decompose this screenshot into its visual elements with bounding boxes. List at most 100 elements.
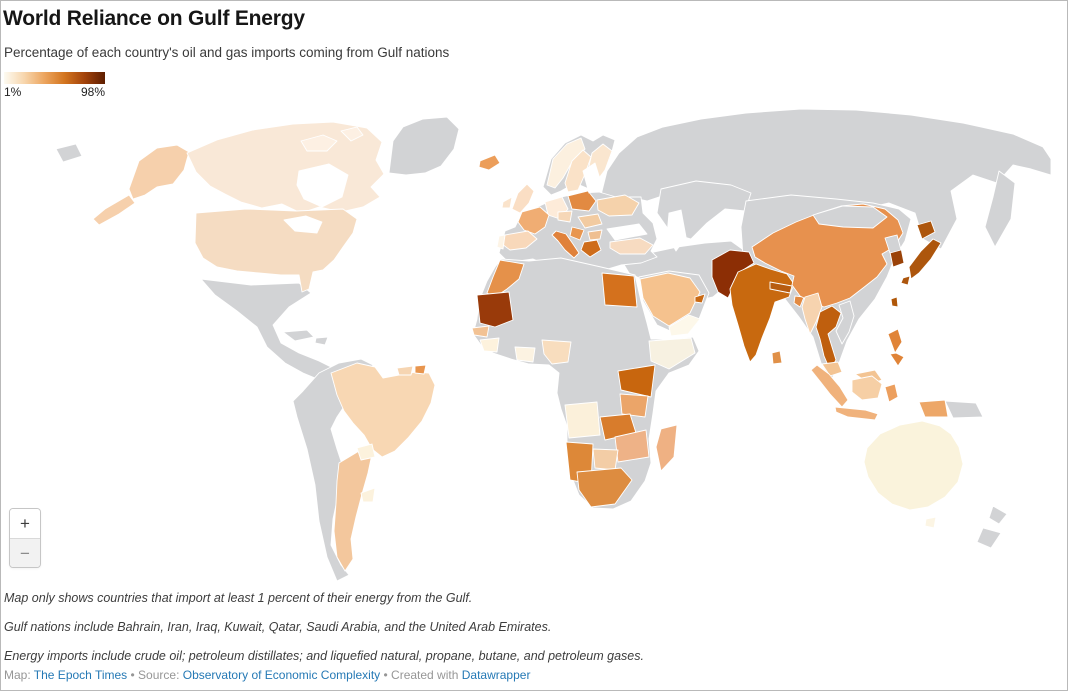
landmass-north-korea <box>884 234 902 254</box>
datawrapper-link[interactable]: Datawrapper <box>461 668 531 682</box>
country-hungary-romania[interactable] <box>577 213 603 229</box>
country-guyana-suriname[interactable] <box>396 365 414 376</box>
attribution: Map: The Epoch Times • Source: Observato… <box>4 668 530 682</box>
landmass-cuba <box>282 329 315 342</box>
country-guinea[interactable] <box>479 337 500 353</box>
zoom-out-button[interactable]: − <box>10 538 40 567</box>
country-japan-hokkaido[interactable] <box>916 220 936 240</box>
country-ukraine[interactable] <box>596 194 640 217</box>
country-paraguay[interactable] <box>356 443 376 461</box>
country-egypt[interactable] <box>601 272 638 308</box>
separator-dot: • <box>127 668 139 682</box>
country-nigeria[interactable] <box>541 339 572 365</box>
country-usa[interactable] <box>194 208 358 293</box>
country-india[interactable] <box>729 263 795 363</box>
country-france[interactable] <box>517 206 550 235</box>
country-indonesia-java[interactable] <box>834 406 879 421</box>
landmass-chukotka <box>55 143 83 163</box>
landmass-mongolia <box>812 205 888 229</box>
zoom-in-button[interactable]: + <box>10 509 40 538</box>
country-indonesia-sumatra[interactable] <box>810 364 849 408</box>
oec-link[interactable]: Observatory of Economic Complexity <box>182 668 381 682</box>
country-alaska-aleutians[interactable] <box>92 194 136 226</box>
created-with-label: Created with <box>391 668 462 682</box>
source-label: Source: <box>138 668 183 682</box>
legend-max-label: 98% <box>80 85 105 99</box>
country-taiwan[interactable] <box>890 296 899 308</box>
chart-subtitle: Percentage of each country's oil and gas… <box>4 45 450 60</box>
country-alaska[interactable] <box>128 144 190 200</box>
country-indonesia-sulawesi[interactable] <box>884 383 899 403</box>
country-yemen-oman[interactable] <box>668 314 701 337</box>
country-indonesia-papua[interactable] <box>918 399 949 418</box>
country-tanzania[interactable] <box>619 393 649 418</box>
color-legend: 1% 98% <box>4 72 105 99</box>
country-madagascar[interactable] <box>655 424 678 472</box>
country-malaysia-peninsula[interactable] <box>821 361 843 377</box>
legend-labels: 1% 98% <box>4 85 105 99</box>
landmass-hispaniola <box>314 336 329 346</box>
country-iceland[interactable] <box>478 154 501 171</box>
country-qatar-uae[interactable] <box>694 293 706 304</box>
country-australia[interactable] <box>863 420 964 511</box>
country-uruguay[interactable] <box>360 487 376 503</box>
country-japan-kyushu[interactable] <box>900 275 911 286</box>
country-portugal[interactable] <box>496 234 506 250</box>
landmass-new-zealand-south <box>976 527 1002 549</box>
landmass-vietnam <box>835 300 855 345</box>
country-philippines-north[interactable] <box>887 328 903 354</box>
map-credit-label: Map: <box>4 668 34 682</box>
country-turkey[interactable] <box>609 237 654 255</box>
legend-min-label: 1% <box>4 85 22 99</box>
footnote-coverage: Map only shows countries that import at … <box>4 591 473 605</box>
water-caspian-sea <box>666 209 687 252</box>
water-great-lakes <box>283 215 323 234</box>
country-angola[interactable] <box>564 401 601 439</box>
separator-dot-2: • <box>380 668 392 682</box>
landmass-new-zealand-north <box>988 505 1008 525</box>
country-argentina[interactable] <box>333 450 373 572</box>
epoch-times-link[interactable]: The Epoch Times <box>33 668 128 682</box>
country-philippines-south[interactable] <box>889 352 905 367</box>
country-balkans[interactable] <box>569 226 585 241</box>
country-sri-lanka[interactable] <box>771 350 783 365</box>
country-french-guiana[interactable] <box>414 364 427 375</box>
country-mauritania[interactable] <box>476 291 514 328</box>
landmass-papua-new-guinea <box>944 400 984 419</box>
country-horn-of-africa[interactable] <box>648 337 696 370</box>
footnote-gulf-nations: Gulf nations include Bahrain, Iran, Iraq… <box>4 620 552 634</box>
country-italy[interactable] <box>551 230 580 259</box>
country-ghana[interactable] <box>514 346 536 363</box>
footnote-energy-definition: Energy imports include crude oil; petrol… <box>4 649 644 663</box>
country-brazil[interactable] <box>330 362 436 458</box>
country-greece[interactable] <box>580 239 602 258</box>
country-japan-honshu[interactable] <box>908 238 942 280</box>
country-norway[interactable] <box>546 137 586 189</box>
page-title: World Reliance on Gulf Energy <box>3 7 305 30</box>
country-canada-arctic-1[interactable] <box>300 134 338 152</box>
country-senegal[interactable] <box>471 325 490 338</box>
country-thailand-laos[interactable] <box>815 305 842 371</box>
landmass-kamchatka <box>984 170 1016 248</box>
water-black-sea <box>606 223 648 241</box>
country-poland[interactable] <box>567 190 597 212</box>
country-australia-tasmania[interactable] <box>924 516 937 529</box>
country-indonesia-kalimantan[interactable] <box>851 375 883 401</box>
country-uganda-kenya[interactable] <box>617 364 656 398</box>
country-nepal[interactable] <box>769 281 793 294</box>
country-myanmar[interactable] <box>801 292 823 335</box>
country-ireland[interactable] <box>501 196 513 209</box>
country-south-africa[interactable] <box>576 467 633 508</box>
country-saudi-arabia[interactable] <box>639 272 701 327</box>
country-bulgaria[interactable] <box>587 229 603 241</box>
country-sweden[interactable] <box>564 149 592 193</box>
country-botswana[interactable] <box>592 448 619 471</box>
country-czechia-austria[interactable] <box>557 210 573 223</box>
country-canada-arctic-2[interactable] <box>340 126 364 142</box>
country-united-kingdom[interactable] <box>511 183 535 214</box>
legend-gradient-bar <box>4 72 105 84</box>
country-china[interactable] <box>751 203 904 308</box>
water-hudson-bay <box>296 163 349 208</box>
